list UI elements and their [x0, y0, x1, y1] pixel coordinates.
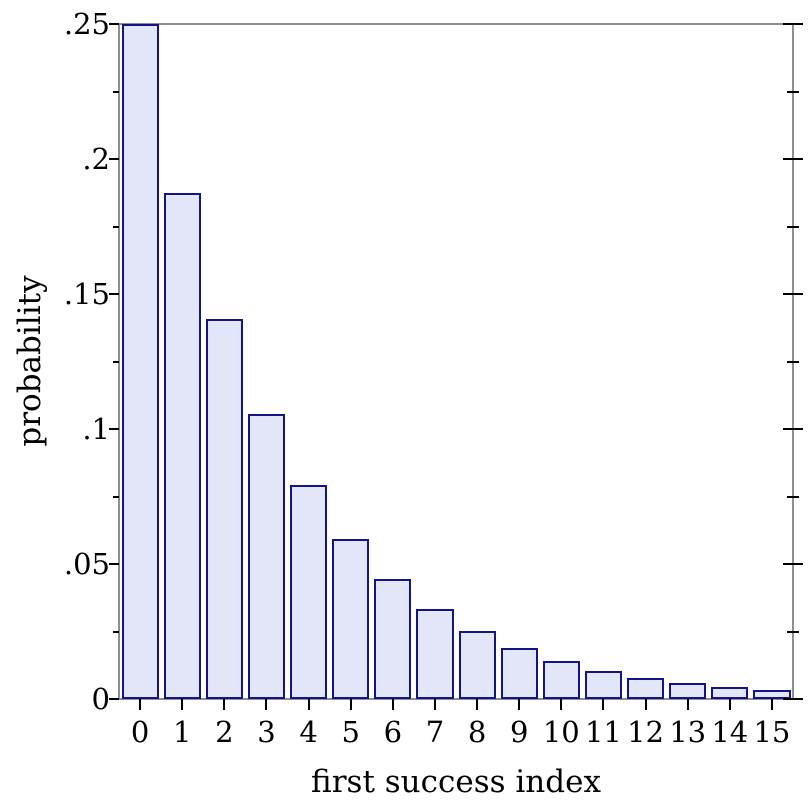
x-tick-3 — [265, 699, 268, 710]
y-major-tick-right — [783, 293, 803, 295]
x-tick-15 — [770, 699, 773, 710]
y-minor-tick-right — [787, 630, 799, 633]
bar-2 — [205, 319, 243, 699]
x-tick-labels: 0 1 2 3 4 5 6 7 8 9 10 11 12 13 14 15 — [119, 712, 793, 754]
x-tick-label-3: 3 — [257, 715, 276, 749]
y-major-tick-left — [109, 428, 119, 430]
x-tick-13 — [686, 699, 689, 710]
x-tick-8 — [476, 699, 479, 710]
x-tick-0 — [139, 699, 142, 710]
y-tick-label-.2: .2 — [82, 142, 110, 176]
x-tick-label-11: 11 — [584, 715, 622, 749]
x-tick-label-0: 0 — [130, 715, 150, 749]
y-tick-labels: 0 .05 .1 .15 .2 .25 — [0, 7, 110, 716]
y-minor-tick-left — [113, 495, 119, 498]
bar-13 — [669, 682, 707, 699]
y-major-tick-right — [783, 698, 803, 700]
y-tick-label-0: 0 — [91, 682, 110, 716]
x-tick-1 — [181, 699, 184, 710]
x-tick-10 — [560, 699, 563, 710]
y-major-tick-left — [109, 158, 119, 160]
y-minor-tick-left — [113, 630, 119, 633]
bar-3 — [247, 414, 285, 699]
x-tick-label-5: 5 — [341, 715, 360, 749]
plot-area — [109, 23, 803, 710]
y-minor-tick-right — [787, 495, 799, 498]
bar-10 — [542, 661, 580, 699]
x-tick-12 — [644, 699, 647, 710]
x-tick-label-14: 14 — [711, 715, 749, 749]
x-tick-label-8: 8 — [467, 715, 487, 749]
x-axis-title: first success index — [311, 764, 601, 800]
bar-6 — [374, 578, 412, 699]
y-major-tick-right — [783, 428, 803, 430]
bar-5 — [332, 538, 370, 699]
x-tick-label-9: 9 — [509, 715, 529, 749]
bar-9 — [500, 648, 538, 699]
y-major-tick-left — [109, 293, 119, 295]
x-tick-14 — [728, 699, 731, 710]
y-major-tick-left — [109, 563, 119, 565]
y-minor-tick-right — [787, 90, 799, 93]
bar-11 — [584, 670, 622, 699]
y-minor-tick-left — [113, 225, 119, 228]
x-tick-label-12: 12 — [627, 715, 665, 749]
x-tick-label-10: 10 — [542, 715, 580, 749]
bar-12 — [627, 677, 665, 699]
y-tick-label-.15: .15 — [63, 277, 110, 311]
x-tick-5 — [349, 699, 352, 710]
bar-1 — [163, 192, 201, 699]
y-minor-tick-right — [787, 360, 799, 363]
y-tick-label-.05: .05 — [63, 547, 110, 581]
y-minor-tick-left — [113, 360, 119, 363]
y-minor-tick-right — [787, 225, 799, 228]
y-major-tick-right — [783, 563, 803, 565]
bar-4 — [290, 485, 328, 699]
x-tick-2 — [223, 699, 226, 710]
x-tick-9 — [518, 699, 521, 710]
y-major-tick-right — [783, 158, 803, 160]
x-tick-4 — [307, 699, 310, 710]
x-tick-label-6: 6 — [383, 715, 403, 749]
bar-8 — [458, 631, 496, 699]
x-tick-label-1: 1 — [172, 715, 192, 749]
y-major-tick-right — [783, 23, 803, 25]
bar-0 — [121, 24, 159, 699]
y-tick-label-.25: .25 — [63, 7, 110, 41]
x-tick-label-4: 4 — [299, 715, 318, 749]
x-tick-7 — [433, 699, 436, 710]
y-major-tick-left — [109, 698, 119, 700]
bar-14 — [711, 686, 749, 699]
x-tick-label-7: 7 — [425, 715, 445, 749]
x-tick-6 — [391, 699, 394, 710]
y-minor-tick-left — [113, 90, 119, 93]
y-tick-label-.1: .1 — [82, 412, 110, 446]
x-tick-label-13: 13 — [669, 715, 707, 749]
bar-7 — [416, 608, 454, 699]
bar-15 — [753, 689, 791, 699]
y-major-tick-left — [109, 23, 119, 25]
x-tick-label-2: 2 — [215, 715, 234, 749]
x-tick-11 — [602, 699, 605, 710]
x-tick-label-15: 15 — [753, 715, 791, 749]
